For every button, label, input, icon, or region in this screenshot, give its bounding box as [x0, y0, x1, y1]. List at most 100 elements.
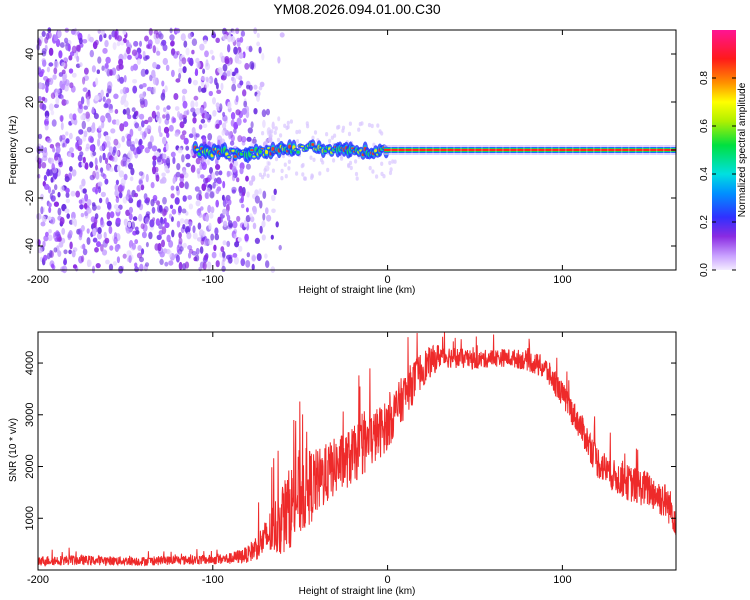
- noise-blob: [190, 107, 196, 113]
- noise-blob: [262, 212, 266, 221]
- noise-blob: [102, 96, 106, 102]
- noise-blob: [87, 259, 92, 267]
- noise-blob: [53, 60, 59, 69]
- noise-blob: [295, 129, 299, 135]
- noise-blob: [270, 234, 274, 240]
- noise-blob: [51, 189, 55, 195]
- noise-blob: [48, 157, 54, 165]
- noise-blob: [134, 239, 139, 245]
- noise-blob: [183, 117, 187, 124]
- noise-blob: [43, 235, 49, 242]
- noise-blob: [240, 203, 245, 209]
- noise-blob: [168, 250, 172, 258]
- noise-blob: [202, 261, 207, 270]
- noise-blob: [86, 199, 92, 206]
- noise-blob: [182, 169, 187, 176]
- noise-blob: [196, 237, 202, 242]
- noise-blob: [142, 83, 147, 88]
- noise-blob: [178, 67, 183, 74]
- noise-blob: [54, 91, 59, 99]
- noise-blob: [247, 127, 253, 134]
- noise-blob: [69, 132, 73, 140]
- noise-blob: [95, 77, 99, 86]
- noise-blob: [107, 81, 113, 90]
- noise-blob: [80, 114, 85, 121]
- noise-blob: [78, 104, 83, 110]
- noise-blob: [142, 91, 146, 98]
- noise-blob: [239, 191, 243, 197]
- noise-blob: [54, 155, 59, 161]
- noise-blob: [198, 266, 202, 272]
- noise-blob: [194, 186, 200, 192]
- noise-blob: [119, 89, 124, 95]
- noise-blob: [164, 164, 169, 172]
- noise-blob: [274, 156, 279, 162]
- noise-blob: [347, 131, 352, 137]
- noise-blob: [64, 176, 70, 183]
- noise-blob: [41, 96, 46, 102]
- noise-blob: [144, 147, 150, 154]
- noise-blob: [101, 249, 108, 256]
- noise-blob: [262, 172, 267, 177]
- noise-blob: [116, 41, 121, 47]
- noise-blob: [104, 237, 110, 244]
- noise-blob: [259, 200, 263, 209]
- noise-blob: [276, 137, 281, 143]
- noise-blob: [248, 84, 253, 91]
- noise-blob: [142, 50, 146, 58]
- noise-blob: [208, 222, 212, 230]
- x-tick-label: -100: [202, 274, 224, 286]
- noise-blob: [175, 78, 181, 83]
- noise-blob: [166, 234, 171, 243]
- noise-blob: [83, 130, 88, 138]
- noise-blob: [196, 248, 200, 255]
- noise-blob: [131, 221, 136, 230]
- noise-blob: [115, 150, 120, 156]
- noise-blob: [211, 172, 216, 180]
- noise-blob: [227, 199, 232, 206]
- noise-blob: [175, 185, 180, 191]
- noise-blob: [91, 65, 96, 73]
- ridge-core: [311, 143, 315, 146]
- noise-blob: [48, 47, 54, 56]
- noise-blob: [102, 152, 106, 161]
- noise-blob: [198, 189, 202, 196]
- noise-blob: [107, 114, 112, 123]
- snr-xlabel: Height of straight line (km): [299, 586, 416, 597]
- noise-blob: [192, 117, 197, 124]
- noise-blob: [149, 135, 154, 143]
- noise-blob: [168, 124, 174, 132]
- noise-blob: [164, 261, 169, 267]
- noise-blob: [64, 79, 70, 87]
- noise-blob: [162, 114, 166, 119]
- noise-blob: [123, 75, 127, 83]
- noise-blob: [48, 206, 52, 213]
- noise-blob: [205, 177, 209, 184]
- noise-blob: [156, 234, 162, 240]
- noise-blob: [120, 178, 126, 186]
- noise-blob: [211, 251, 217, 259]
- noise-blob: [220, 82, 224, 91]
- noise-blob: [271, 208, 276, 214]
- noise-blob: [115, 179, 119, 185]
- noise-blob: [128, 162, 133, 170]
- noise-blob: [58, 157, 63, 162]
- noise-blob: [108, 34, 112, 40]
- noise-blob: [151, 69, 156, 77]
- noise-blob: [177, 111, 181, 118]
- noise-blob: [132, 85, 138, 94]
- noise-blob: [261, 131, 265, 136]
- ridge-core: [231, 149, 235, 152]
- noise-blob: [40, 221, 46, 227]
- noise-blob: [95, 171, 100, 180]
- noise-blob: [265, 260, 270, 268]
- noise-blob: [138, 171, 144, 177]
- noise-blob: [230, 119, 235, 127]
- noise-blob: [115, 207, 121, 213]
- noise-blob: [61, 69, 66, 75]
- noise-blob: [59, 80, 63, 89]
- spectrogram-ylabel: Frequency (Hz): [8, 116, 19, 185]
- noise-blob: [100, 191, 106, 198]
- noise-blob: [60, 94, 64, 100]
- noise-blob: [206, 262, 212, 270]
